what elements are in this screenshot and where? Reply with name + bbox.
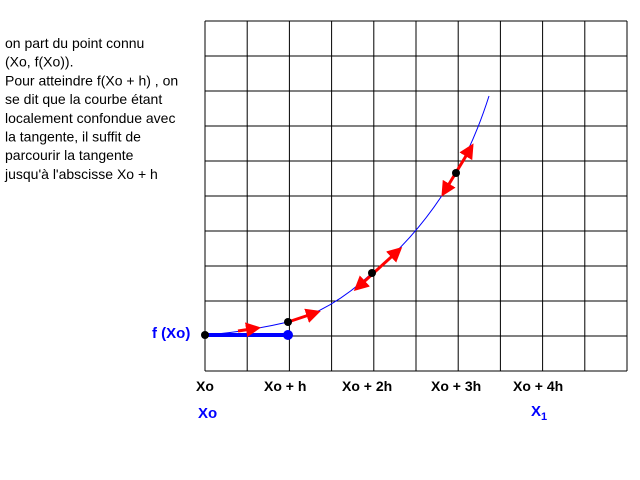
explanation-line: on part du point connu (5, 35, 144, 51)
tangent-arrow (353, 246, 403, 292)
explanation-line: parcourir la tangente (5, 147, 134, 163)
explanation-line: localement confondue avec (5, 110, 175, 126)
x-tick-label: Xo + h (264, 378, 306, 394)
explanation-line: se dit que la courbe étant (5, 91, 162, 107)
y-label: f (Xo) (152, 325, 190, 342)
end-subscript: 1 (541, 411, 547, 423)
x-tick-label: Xo + 2h (342, 378, 392, 394)
x-ticks: Xo Xo + h Xo + 2h Xo + 3h Xo + 4h (196, 378, 563, 394)
tangent-arrow (237, 322, 261, 338)
point (452, 169, 460, 177)
points (201, 169, 460, 340)
tangent-arrows (237, 143, 474, 338)
point (368, 269, 376, 277)
end-label: X1 (531, 403, 547, 423)
explanation-line: la tangente, il suffit de (5, 129, 141, 145)
x-tick-label: Xo (196, 378, 214, 394)
tangent-arrow (287, 308, 321, 324)
point (284, 318, 292, 326)
x-tick-label: Xo + 4h (513, 378, 563, 394)
point (201, 331, 209, 339)
grid (204, 20, 628, 372)
explanation: on part du point connu (Xo, f(Xo)). Pour a… (4, 35, 178, 182)
end-base: X (531, 403, 541, 420)
euler-point (283, 330, 293, 340)
x-tick-label: Xo + 3h (431, 378, 481, 394)
start-label: Xo (198, 405, 217, 422)
explanation-line: jusqu'à l'abscisse Xo + h (4, 166, 158, 182)
explanation-line: (Xo, f(Xo)). (5, 54, 73, 70)
explanation-line: Pour atteindre f(Xo + h) , on (5, 72, 178, 88)
